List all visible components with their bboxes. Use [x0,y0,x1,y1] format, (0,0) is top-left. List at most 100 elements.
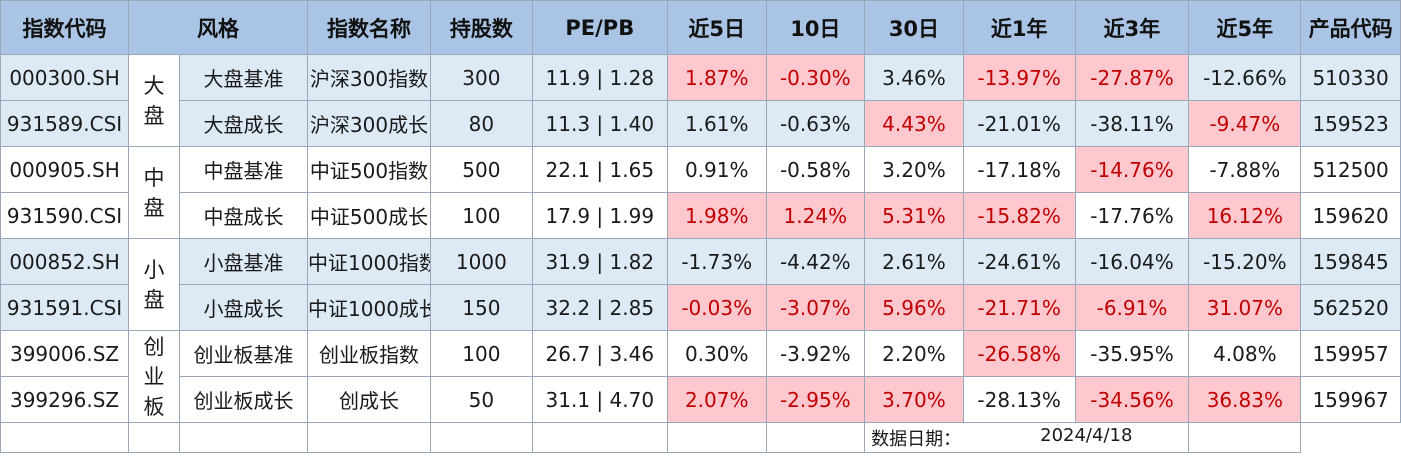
header-1y: 近1年 [962,0,1076,55]
return-1y-cell: -26.58% [962,330,1076,377]
product-code-cell: 159620 [1300,192,1401,239]
return-5d-cell: -0.03% [666,284,767,331]
return-5d-cell: 1.98% [666,192,767,239]
return-1y-cell: -15.82% [962,192,1076,239]
return-5d-cell: 2.07% [666,376,767,423]
style-group-char: 小 [143,257,165,282]
index-name-cell: 中证1000成长 [307,284,432,331]
holdings-cell: 50 [430,376,533,423]
return-3y-cell: -38.11% [1074,100,1190,147]
table-row: 000905.SH 中盘 中盘基准 中证500指数 500 22.1 | 1.6… [0,146,1401,239]
product-code-cell: 159845 [1300,238,1401,285]
return-30d-cell: 3.20% [864,146,964,193]
header-style: 风格 [128,0,309,55]
index-code-cell: 399006.SZ [0,330,130,377]
product-code-cell: 512500 [1300,146,1401,193]
return-3y-cell: -35.95% [1074,330,1190,377]
return-10d-cell: -2.95% [765,376,866,423]
style-group-char: 盘 [143,195,165,220]
style-cell: 创业板基准 [178,330,309,377]
return-5y-cell: 31.07% [1188,284,1302,331]
header-index-code: 指数代码 [0,0,130,55]
style-group-char: 业 [143,364,165,389]
product-code-cell: 562520 [1300,284,1401,331]
return-3y-cell: -14.76% [1074,146,1190,193]
return-1y-cell: -17.18% [962,146,1076,193]
data-date-label: 数据日期： [871,428,962,450]
table-row: 399296.SZ 创业板成长 创成长 50 31.1 | 4.70 2.07%… [0,376,1401,423]
style-group-large: 大盘 [128,54,180,147]
product-code-cell: 159523 [1300,100,1401,147]
style-cell: 大盘成长 [178,100,309,147]
return-5y-cell: -15.20% [1188,238,1302,285]
header-pe-pb: PE/PB [531,0,668,55]
pe-pb-cell: 31.9 | 1.82 [531,238,668,285]
style-group-char: 盘 [143,103,165,128]
product-code-cell: 159957 [1300,330,1401,377]
index-name-cell: 创成长 [307,376,432,423]
index-name-cell: 中证500指数 [307,146,432,193]
style-group-chinext: 创业板 [128,330,180,423]
style-cell: 中盘基准 [178,146,309,193]
style-group-small: 小盘 [128,238,180,331]
table-row: 931591.CSI 小盘成长 中证1000成长 150 32.2 | 2.85… [0,284,1401,331]
holdings-cell: 1000 [430,238,533,285]
header-row: 指数代码 风格 指数名称 持股数 PE/PB 近5日 10日 30日 近1年 近… [0,0,1401,55]
return-3y-cell: -27.87% [1074,54,1190,101]
return-1y-cell: -21.01% [962,100,1076,147]
holdings-cell: 150 [430,284,533,331]
product-code-cell: 159967 [1300,376,1401,423]
pe-pb-cell: 22.1 | 1.65 [531,146,668,193]
data-date-value: 2024/4/18 [1040,424,1133,446]
return-3y-cell: -17.76% [1074,192,1190,239]
index-code-cell: 931591.CSI [0,284,130,331]
return-30d-cell: 2.20% [864,330,964,377]
return-5d-cell: 1.61% [666,100,767,147]
header-3y: 近3年 [1074,0,1190,55]
data-date: 数据日期： 2024/4/18 [864,422,1190,453]
index-code-cell: 000300.SH [0,54,130,101]
table-row: 931590.CSI 中盘成长 中证500成长 100 17.9 | 1.99 … [0,192,1401,239]
holdings-cell: 500 [430,146,533,193]
holdings-cell: 100 [430,330,533,377]
style-group-char: 创 [143,334,165,359]
index-name-cell: 沪深300指数 [307,54,432,101]
index-name-cell: 中证500成长 [307,192,432,239]
return-30d-cell: 5.31% [864,192,964,239]
return-5y-cell: 16.12% [1188,192,1302,239]
header-product-code: 产品代码 [1300,0,1401,55]
product-code-cell: 510330 [1300,54,1401,101]
holdings-cell: 300 [430,54,533,101]
header-30d: 30日 [864,0,964,55]
return-1y-cell: -13.97% [962,54,1076,101]
style-cell: 中盘成长 [178,192,309,239]
return-5y-cell: -12.66% [1188,54,1302,101]
pe-pb-cell: 26.7 | 3.46 [531,330,668,377]
return-5d-cell: 0.91% [666,146,767,193]
return-10d-cell: -0.63% [765,100,866,147]
return-3y-cell: -16.04% [1074,238,1190,285]
return-10d-cell: -4.42% [765,238,866,285]
header-index-name: 指数名称 [307,0,432,55]
style-group-mid: 中盘 [128,146,180,239]
style-group-char: 大 [143,73,165,98]
return-10d-cell: -0.58% [765,146,866,193]
header-holdings: 持股数 [430,0,533,55]
return-30d-cell: 3.70% [864,376,964,423]
return-5d-cell: 1.87% [666,54,767,101]
style-cell: 小盘成长 [178,284,309,331]
pe-pb-cell: 11.9 | 1.28 [531,54,668,101]
pe-pb-cell: 31.1 | 4.70 [531,376,668,423]
return-30d-cell: 2.61% [864,238,964,285]
return-10d-cell: -3.92% [765,330,866,377]
return-5y-cell: 36.83% [1188,376,1302,423]
return-30d-cell: 5.96% [864,284,964,331]
style-group-char: 中 [143,165,165,190]
index-name-cell: 沪深300成长 [307,100,432,147]
return-5d-cell: -1.73% [666,238,767,285]
return-30d-cell: 4.43% [864,100,964,147]
style-group-char: 板 [143,394,165,419]
return-10d-cell: -0.30% [765,54,866,101]
table-row: 399006.SZ 创业板 创业板基准 创业板指数 100 26.7 | 3.4… [0,330,1401,423]
return-1y-cell: -28.13% [962,376,1076,423]
